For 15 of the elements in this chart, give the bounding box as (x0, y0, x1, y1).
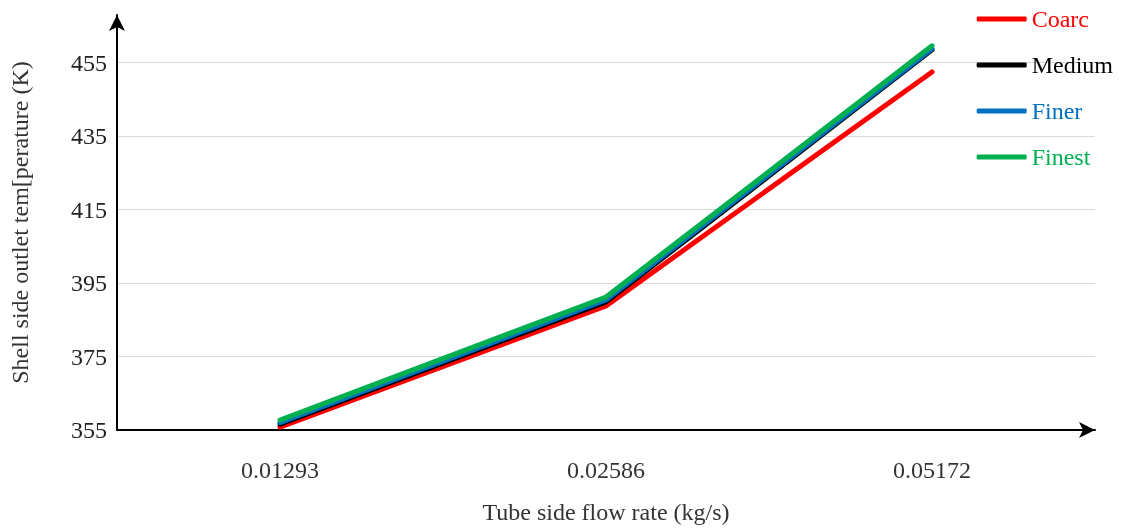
x-tick-label: 0.01293 (241, 457, 319, 483)
y-tick-label: 395 (71, 270, 107, 297)
legend-label: Finer (1031, 98, 1083, 124)
y-tick-label: 415 (71, 196, 107, 223)
x-axis-title: Tube side flow rate (kg/s) (482, 499, 730, 525)
y-tick-label: 455 (71, 49, 107, 76)
legend-label: Coarc (1031, 6, 1089, 32)
y-tick-label: 435 (71, 123, 107, 150)
y-axis-title: Shell side outlet tem[perature (K) (7, 61, 33, 384)
legend-label: Finest (1031, 144, 1091, 170)
legend-label: Medium (1031, 52, 1114, 78)
x-tick-label: 0.05172 (893, 457, 971, 483)
y-tick-label: 355 (71, 417, 107, 443)
x-tick-label: 0.02586 (567, 457, 645, 483)
y-tick-label: 375 (71, 343, 107, 370)
